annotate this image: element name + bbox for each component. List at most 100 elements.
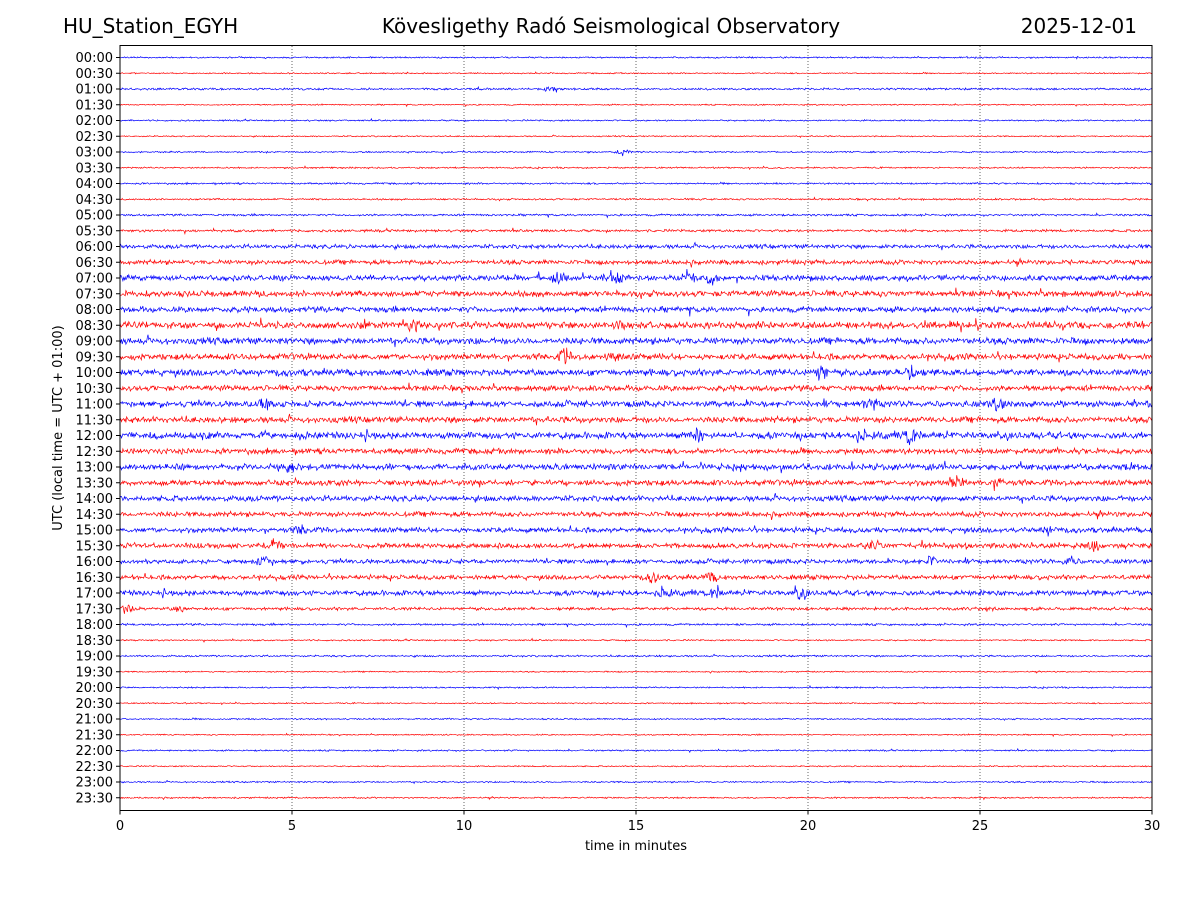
row-label: 17:00 xyxy=(76,587,113,602)
x-tick-label: 10 xyxy=(456,819,473,834)
trace-0430 xyxy=(119,196,1153,202)
trace-2000 xyxy=(119,684,1153,691)
row-label: 03:30 xyxy=(76,161,113,176)
row-label: 11:30 xyxy=(76,413,113,428)
x-axis-label: time in minutes xyxy=(585,839,687,854)
x-axis-ticks: 0 5 10 15 20 25 30 xyxy=(116,810,1161,834)
trace-2230 xyxy=(119,764,1153,768)
x-tick-label: 30 xyxy=(1144,819,1161,834)
trace-1100 xyxy=(119,397,1153,412)
x-tick-label: 25 xyxy=(972,819,989,834)
row-label: 12:30 xyxy=(76,445,113,460)
x-tick-label: 0 xyxy=(116,819,124,834)
row-label: 06:30 xyxy=(76,256,113,271)
trace-1030 xyxy=(119,382,1153,394)
row-label: 15:00 xyxy=(76,524,113,539)
observatory-title: Kövesligethy Radó Seismological Observat… xyxy=(381,14,841,38)
trace-0400 xyxy=(119,181,1153,186)
y-axis-label: UTC (local time = UTC + 01:00) xyxy=(51,325,66,530)
row-label: 02:00 xyxy=(76,114,113,129)
row-label: 23:30 xyxy=(76,791,113,806)
trace-1530 xyxy=(119,538,1153,553)
row-label: 12:00 xyxy=(76,429,113,444)
row-label: 05:00 xyxy=(76,209,113,224)
trace-2200 xyxy=(119,747,1153,754)
trace-1430 xyxy=(119,510,1153,521)
row-label: 09:00 xyxy=(76,335,113,350)
trace-1800 xyxy=(119,621,1153,629)
trace-1830 xyxy=(119,637,1153,643)
row-label: 16:00 xyxy=(76,555,113,570)
row-label: 05:30 xyxy=(76,224,113,239)
row-label: 04:30 xyxy=(76,193,113,208)
trace-0300 xyxy=(119,149,1153,157)
x-tick-label: 15 xyxy=(628,819,645,834)
grid-lines xyxy=(291,46,981,810)
trace-0030 xyxy=(119,71,1153,75)
trace-0500 xyxy=(119,212,1153,219)
row-label: 09:30 xyxy=(76,350,113,365)
trace-0100 xyxy=(119,85,1153,93)
trace-2030 xyxy=(119,701,1153,706)
trace-0530 xyxy=(119,227,1153,235)
trace-0330 xyxy=(119,165,1153,170)
row-label: 08:00 xyxy=(76,303,113,318)
row-label: 21:00 xyxy=(76,713,113,728)
row-label: 13:30 xyxy=(76,476,113,491)
row-label: 11:00 xyxy=(76,398,113,413)
trace-layer xyxy=(119,55,1153,801)
row-label: 08:30 xyxy=(76,319,113,334)
trace-1330 xyxy=(120,475,1153,492)
row-labels: 00:0000:3001:0001:3002:0002:3003:0003:30… xyxy=(76,51,120,806)
row-label: 19:00 xyxy=(76,650,113,665)
row-label: 18:30 xyxy=(76,634,113,649)
trace-1400 xyxy=(119,493,1153,504)
row-label: 16:30 xyxy=(76,571,113,586)
row-label: 07:30 xyxy=(76,287,113,302)
trace-0600 xyxy=(119,241,1153,251)
trace-1900 xyxy=(119,653,1153,659)
trace-1300 xyxy=(119,460,1153,474)
trace-1230 xyxy=(119,446,1153,456)
trace-2300 xyxy=(119,780,1153,785)
trace-0200 xyxy=(119,117,1153,123)
x-tick-label: 20 xyxy=(800,819,817,834)
trace-0730 xyxy=(119,287,1153,300)
row-label: 17:30 xyxy=(76,602,113,617)
trace-0130 xyxy=(119,102,1153,108)
trace-0700 xyxy=(119,269,1153,286)
row-label: 07:00 xyxy=(76,272,113,287)
row-label: 23:00 xyxy=(76,776,113,791)
row-label: 01:30 xyxy=(76,98,113,113)
row-label: 03:00 xyxy=(76,146,113,161)
row-label: 14:00 xyxy=(76,492,113,507)
row-label: 01:00 xyxy=(76,83,113,98)
row-label: 15:30 xyxy=(76,539,113,554)
row-label: 06:00 xyxy=(76,240,113,255)
record-date: 2025-12-01 xyxy=(1020,14,1137,38)
trace-0800 xyxy=(119,305,1153,317)
row-label: 20:30 xyxy=(76,697,113,712)
row-label: 10:30 xyxy=(76,382,113,397)
row-label: 00:30 xyxy=(76,67,113,82)
row-label: 20:00 xyxy=(76,681,113,696)
row-label: 21:30 xyxy=(76,728,113,743)
trace-0000 xyxy=(119,55,1153,60)
station-name: HU_Station_EGYH xyxy=(63,14,239,38)
trace-1700 xyxy=(119,584,1153,600)
trace-2100 xyxy=(119,717,1153,721)
row-label: 22:00 xyxy=(76,744,113,759)
trace-0900 xyxy=(119,334,1153,348)
trace-2330 xyxy=(119,795,1153,801)
trace-0930 xyxy=(119,347,1153,365)
row-label: 02:30 xyxy=(76,130,113,145)
trace-2130 xyxy=(119,732,1153,738)
row-label: 19:30 xyxy=(76,665,113,680)
row-label: 13:00 xyxy=(76,461,113,476)
row-label: 00:00 xyxy=(76,51,113,66)
trace-1000 xyxy=(119,364,1153,381)
row-label: 18:00 xyxy=(76,618,113,633)
trace-1630 xyxy=(119,571,1153,584)
trace-1130 xyxy=(119,413,1153,426)
